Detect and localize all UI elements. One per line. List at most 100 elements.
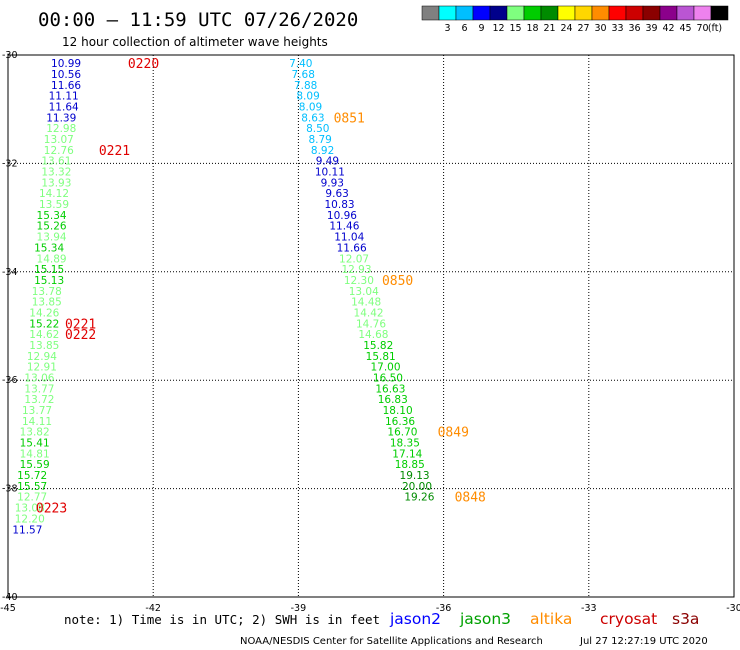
legend-swatch: [523, 5, 542, 21]
wave-height-label: 12.98: [46, 123, 76, 135]
track-a: 10.9910.5611.6611.1111.6411.3912.9813.07…: [12, 57, 159, 536]
legend-label: 18: [526, 23, 538, 34]
wave-height-label: 13.94: [37, 232, 67, 244]
legend-swatch: [693, 5, 712, 21]
wave-height-label: 11.66: [337, 242, 367, 254]
legend-swatch: [659, 5, 678, 21]
wave-height-label: 16.50: [373, 372, 403, 384]
wave-height-label: 20.00: [402, 481, 432, 493]
legend-label: 6: [461, 23, 467, 34]
wave-height-label: 12.77: [17, 492, 47, 504]
y-tick-label: -36: [2, 375, 18, 386]
wave-height-label: 15.57: [17, 481, 47, 493]
wave-height-label: 13.77: [22, 405, 52, 417]
wave-height-label: 11.04: [334, 232, 364, 244]
wave-height-label: 9.49: [316, 156, 339, 168]
legend-label: 30: [594, 23, 606, 34]
legend-swatch: [438, 5, 457, 21]
wave-height-label: 8.79: [308, 134, 331, 146]
legend-label: 45: [679, 23, 691, 34]
wave-height-label: 15.13: [34, 275, 64, 287]
legend-swatch: [591, 5, 610, 21]
wave-height-label: 9.93: [321, 177, 344, 189]
time-label: 0222: [65, 328, 96, 343]
wave-height-label: 11.46: [329, 221, 359, 233]
wave-height-label: 7.88: [294, 80, 317, 92]
wave-height-label: 13.77: [24, 383, 54, 395]
wave-height-label: 10.56: [51, 69, 81, 81]
wave-height-label: 14.81: [20, 448, 50, 460]
satellite-legend: jason2 jason3 altika cryosat s3a: [389, 610, 699, 628]
legend-swatch: [710, 5, 729, 21]
satellite-altika: altika: [530, 610, 572, 628]
wave-height-label: 8.63: [301, 112, 324, 124]
wave-height-label: 15.72: [17, 470, 47, 482]
y-tick-label: -38: [2, 484, 18, 495]
wave-height-label: 13.82: [20, 427, 50, 439]
satellite-s3a: s3a: [672, 610, 699, 628]
legend-label: 12: [492, 23, 504, 34]
wave-height-label: 9.63: [325, 188, 348, 200]
y-tick-label: -32: [2, 158, 18, 169]
legend-swatch: [506, 5, 525, 21]
time-label: 0223: [36, 502, 67, 517]
y-tick-label: -34: [2, 267, 18, 278]
time-label: 0849: [438, 426, 469, 441]
wave-height-label: 10.96: [327, 210, 357, 222]
x-tick-label: -30: [726, 603, 740, 614]
color-legend: 3 6 9 12 15 18 21 24 27 30 33 36 39 42 45 70 (ft): [421, 5, 729, 34]
legend-label: 70: [696, 23, 708, 34]
time-label: 0851: [334, 111, 365, 126]
legend-label: 21: [543, 23, 555, 34]
wave-height-label: 12.07: [339, 253, 369, 265]
wave-height-label: 10.83: [325, 199, 355, 211]
wave-height-label: 12.30: [344, 275, 374, 287]
satellite-jason2: jason2: [389, 610, 441, 628]
wave-height-label: 16.63: [375, 383, 405, 395]
wave-height-label: 19.26: [404, 492, 434, 504]
wave-height-label: 18.35: [390, 438, 420, 450]
wave-height-label: 10.11: [315, 167, 345, 179]
legend-swatch: [455, 5, 474, 21]
wave-height-label: 18.10: [383, 405, 413, 417]
time-label: 0850: [382, 274, 413, 289]
wave-height-label: 11.66: [51, 80, 81, 92]
wave-height-label: 15.82: [363, 340, 393, 352]
footer-note: note: 1) Time is in UTC; 2) SWH is in fe…: [64, 612, 380, 627]
legend-label: 3: [444, 23, 450, 34]
wave-height-label: 13.08: [15, 503, 45, 515]
x-tick-label: -39: [291, 603, 307, 614]
track-b: 7.407.687.888.098.098.638.508.798.929.49…: [289, 58, 486, 506]
legend-label: 39: [645, 23, 657, 34]
grid-lines: [8, 55, 734, 597]
wave-height-label: 14.12: [39, 188, 69, 200]
wave-height-label: 17.00: [370, 362, 400, 374]
wave-height-label: 11.57: [12, 524, 42, 536]
wave-height-label: 13.93: [41, 177, 71, 189]
legend-label: 24: [560, 23, 572, 34]
wave-height-label: 13.59: [39, 199, 69, 211]
wave-height-label: 14.68: [358, 329, 388, 341]
wave-height-label: 19.13: [400, 470, 430, 482]
wave-height-label: 13.85: [32, 297, 62, 309]
legend-label: 36: [628, 23, 640, 34]
wave-height-label: 13.61: [41, 156, 71, 168]
wave-height-label: 13.04: [349, 286, 379, 298]
legend-swatch: [676, 5, 695, 21]
wave-height-label: 16.83: [378, 394, 408, 406]
x-tick-label: -36: [436, 603, 452, 614]
legend-swatch: [574, 5, 593, 21]
wave-height-label: 14.26: [29, 307, 59, 319]
x-tick-label: -42: [145, 603, 161, 614]
wave-height-label: 13.72: [24, 394, 54, 406]
time-label: 0848: [455, 491, 486, 506]
wave-height-label: 18.85: [395, 459, 425, 471]
wave-height-label: 12.91: [27, 362, 57, 374]
wave-height-label: 16.36: [385, 416, 415, 428]
legend-swatch: [608, 5, 627, 21]
wave-height-label: 14.89: [37, 253, 67, 265]
legend-label: 9: [478, 23, 484, 34]
wave-height-label: 15.81: [366, 351, 396, 363]
wave-height-label: 15.34: [37, 210, 67, 222]
